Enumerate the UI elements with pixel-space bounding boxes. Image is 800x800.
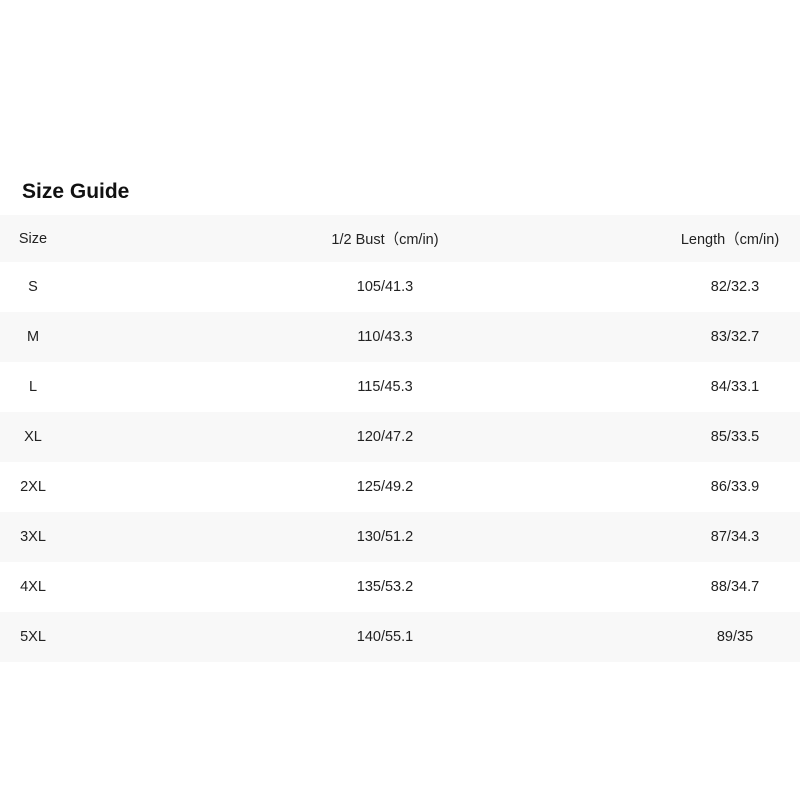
- table-row: 3XL 130/51.2 87/34.3: [0, 512, 800, 562]
- cell-length: 87/34.3: [710, 529, 760, 545]
- table-row: S 105/41.3 82/32.3: [0, 262, 800, 312]
- cell-bust: 105/41.3: [356, 279, 414, 295]
- table-header: Size 1/2 Bust（cm/in) Length（cm/in): [0, 215, 800, 262]
- cell-length: 82/32.3: [710, 279, 760, 295]
- cell-length: 89/35: [716, 629, 754, 645]
- cell-size: 3XL: [20, 529, 46, 545]
- header-length: Length（cm/in): [680, 232, 780, 248]
- cell-size: L: [28, 379, 38, 395]
- cell-length: 88/34.7: [710, 579, 760, 595]
- cell-size: 5XL: [20, 629, 46, 645]
- cell-length: 85/33.5: [710, 429, 760, 445]
- cell-size: 2XL: [20, 479, 46, 495]
- header-bust: 1/2 Bust（cm/in): [331, 232, 439, 248]
- cell-bust: 130/51.2: [356, 529, 414, 545]
- cell-bust: 120/47.2: [356, 429, 414, 445]
- table-row: M 110/43.3 83/32.7: [0, 312, 800, 362]
- cell-size: XL: [24, 429, 42, 445]
- cell-length: 83/32.7: [710, 329, 760, 345]
- cell-length: 84/33.1: [710, 379, 760, 395]
- cell-bust: 115/45.3: [357, 379, 413, 395]
- cell-bust: 135/53.2: [356, 579, 414, 595]
- cell-size: S: [28, 279, 38, 295]
- table-row: 2XL 125/49.2 86/33.9: [0, 462, 800, 512]
- table-row: L 115/45.3 84/33.1: [0, 362, 800, 412]
- header-size: Size: [18, 230, 48, 247]
- cell-size: M: [26, 329, 40, 345]
- table-row: XL 120/47.2 85/33.5: [0, 412, 800, 462]
- table-row: 4XL 135/53.2 88/34.7: [0, 562, 800, 612]
- cell-length: 86/33.9: [710, 479, 760, 495]
- cell-bust: 125/49.2: [356, 479, 414, 495]
- cell-size: 4XL: [20, 579, 46, 595]
- cell-bust: 140/55.1: [356, 629, 414, 645]
- page-title: Size Guide: [22, 180, 130, 203]
- table-row: 5XL 140/55.1 89/35: [0, 612, 800, 662]
- cell-bust: 110/43.3: [357, 329, 413, 345]
- size-table: Size 1/2 Bust（cm/in) Length（cm/in) S 105/…: [0, 215, 800, 662]
